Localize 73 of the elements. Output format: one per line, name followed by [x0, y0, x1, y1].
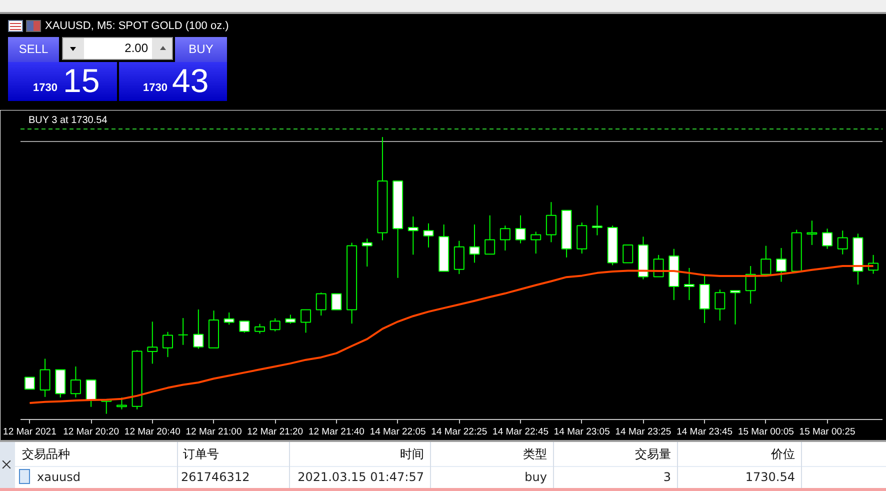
- candlestick: [408, 216, 418, 256]
- candlestick: [162, 331, 173, 358]
- x-tick-label: 15 Mar 00:25: [799, 426, 856, 438]
- x-tick-label: 15 Mar 00:05: [738, 426, 794, 438]
- candlestick: [776, 248, 787, 282]
- text: 时间: [400, 446, 424, 463]
- candlestick: [331, 293, 342, 310]
- candlestick: [822, 228, 833, 250]
- x-tick-label: 14 Mar 22:25: [431, 426, 488, 438]
- candlestick: [546, 202, 556, 243]
- candlestick: [576, 222, 588, 254]
- ref-line-label: BUY 3 at 1730.54: [28, 115, 108, 126]
- candlestick: [254, 323, 266, 334]
- candlestick: [24, 376, 35, 390]
- x-tick-label: 12 Mar 20:40: [124, 426, 180, 438]
- text: 2.00: [84, 38, 152, 59]
- candlestick: [193, 308, 204, 350]
- text: 价位: [771, 446, 795, 463]
- candlestick: [515, 214, 526, 244]
- x-tick-label: 14 Mar 22:05: [370, 426, 426, 438]
- candlestick: [316, 292, 326, 316]
- candlestick: [239, 320, 250, 334]
- candlestick: [592, 204, 602, 236]
- candlestick: [224, 312, 234, 326]
- x-tick-label: 12 Mar 20:20: [63, 426, 120, 438]
- candlestick: [484, 214, 496, 255]
- candlestick: [116, 396, 127, 410]
- candlestick: [40, 358, 50, 398]
- candlestick: [622, 244, 634, 264]
- text: 2021.03.15 01:47:57: [298, 469, 424, 486]
- text: 1730.54: [745, 469, 795, 486]
- text: 43: [172, 62, 209, 99]
- text: xauusd: [37, 469, 81, 486]
- text: BUY: [175, 37, 227, 62]
- candlestick: [760, 245, 772, 275]
- x-tick-label: 12 Mar 21:40: [308, 426, 364, 438]
- candlestick: [270, 318, 280, 332]
- text: 1730: [33, 82, 58, 95]
- text: 3: [663, 469, 671, 486]
- candlestick: [469, 224, 480, 264]
- candlestick: [178, 318, 188, 346]
- text: 1730: [143, 82, 168, 95]
- text: 交易品种: [22, 446, 70, 463]
- candlestick: [86, 380, 96, 408]
- candlestick: [300, 309, 312, 334]
- text: buy: [524, 469, 547, 486]
- text: 类型: [523, 446, 547, 463]
- candlestick: [423, 222, 434, 248]
- text: 15: [63, 62, 100, 99]
- candlestick: [362, 238, 372, 268]
- x-tick-label: 14 Mar 22:45: [492, 426, 549, 438]
- candlestick: [55, 369, 66, 398]
- x-tick-label: 14 Mar 23:25: [615, 426, 672, 438]
- candlestick: [70, 366, 81, 398]
- text: SELL: [8, 37, 59, 62]
- text: 订单号: [183, 446, 219, 463]
- x-tick-label: 12 Mar 2021: [3, 426, 56, 438]
- candlestick: [837, 230, 848, 255]
- x-tick-label: 14 Mar 23:45: [676, 426, 733, 438]
- x-tick-label: 12 Mar 21:20: [247, 426, 304, 438]
- candlestick: [730, 290, 741, 325]
- candlestick: [454, 240, 464, 275]
- candlestick: [530, 231, 542, 254]
- text: 261746312: [181, 469, 250, 486]
- x-tick-label: 14 Mar 23:05: [554, 426, 610, 438]
- x-tick-label: 12 Mar 21:00: [186, 426, 242, 438]
- candlestick: [684, 267, 694, 301]
- chart-title: XAUUSD, M5: SPOT GOLD (100 oz.): [45, 19, 229, 34]
- text: 交易量: [635, 446, 671, 463]
- candlestick: [714, 289, 726, 322]
- candlestick: [653, 254, 664, 278]
- candlestick: [500, 225, 510, 252]
- candlestick: [147, 321, 158, 364]
